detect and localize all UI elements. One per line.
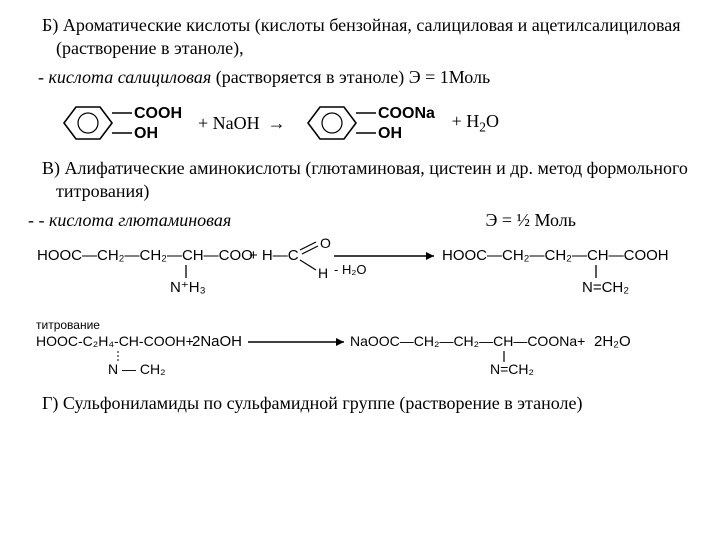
rxn2-h2o: 2H₂O: [594, 333, 631, 350]
rxn2-rightsub: N=CH₂: [490, 361, 534, 377]
salicylic-reaction: COOH OH + NaOH → COONa OH + H2O: [24, 95, 696, 151]
rxn1-left: HOOC—CH₂—CH₂—CH—COO: [37, 247, 253, 264]
rxn1-right: HOOC—CH₂—CH₂—CH—COOH: [442, 247, 669, 264]
rxn2-naoh: 2NaOH: [192, 333, 242, 350]
rxn1-plus: + H—C: [249, 247, 299, 264]
section-b-text: Б) Ароматические кислоты (кислоты бензой…: [42, 15, 681, 58]
benzene-sodium-salicylate: COONa OH: [294, 95, 444, 151]
salicylic-line: - кислота салициловая (растворяется в эт…: [24, 66, 696, 89]
section-v-text: В) Алифатические аминокислоты (глютамино…: [42, 158, 688, 201]
glutamic-equiv: Э = ½ Моль: [485, 209, 696, 232]
salicylic-prefix: -: [38, 67, 49, 87]
rxn1-rightsub: N=CH₂: [582, 279, 629, 296]
section-g-text: Г) Сульфониламиды по сульфамидной группе…: [42, 393, 582, 413]
plus-h2o: + H2O: [452, 110, 499, 136]
glutamic-header: - - кислота глютаминовая Э = ½ Моль: [24, 209, 696, 232]
arrow-icon: →: [268, 112, 286, 135]
rxn2-left: HOOC-C₂H₄-CH-COOH+: [36, 333, 194, 349]
svg-text:COONa: COONa: [378, 105, 435, 122]
svg-text:OH: OH: [378, 125, 402, 142]
rxn1-aldO: O: [320, 238, 331, 251]
svg-text:COOH: COOH: [134, 105, 182, 122]
glutamic-italic: - кислота глютаминовая: [39, 210, 232, 230]
section-b: Б) Ароматические кислоты (кислоты бензой…: [24, 14, 696, 60]
rxn2-leftsub: N — CH₂: [108, 361, 166, 377]
plus-naoh: + NaOH: [198, 112, 260, 135]
reaction-2: титрование HOOC-C₂H₄-CH-COOH+ 2NaOH N — …: [24, 318, 696, 386]
rxn2-titration: титрование: [36, 318, 100, 332]
salicylic-rest: (растворяется в этаноле) Э = 1Моль: [211, 67, 490, 87]
h2o-suf: O: [486, 111, 499, 131]
rxn2-right: NaOOC—CH₂—CH₂—CH—COONa+: [350, 333, 585, 349]
svg-text:OH: OH: [134, 125, 158, 142]
salicylic-italic: кислота салициловая: [49, 67, 212, 87]
glutamic-label: - - кислота глютаминовая: [28, 209, 231, 232]
section-v: В) Алифатические аминокислоты (глютамино…: [24, 157, 696, 203]
reaction-1: HOOC—CH₂—CH₂—CH—COO N⁺H₃ + H—C O H - H₂O…: [24, 238, 696, 312]
section-g: Г) Сульфониламиды по сульфамидной группе…: [24, 392, 696, 415]
h2o-pre: + H: [452, 111, 480, 131]
rxn1-aldH: H: [318, 265, 328, 281]
benzene-salicylic-acid: COOH OH: [50, 95, 190, 151]
rxn1-mh2o: - H₂O: [334, 262, 367, 277]
rxn1-leftsub: N⁺H₃: [170, 279, 206, 296]
